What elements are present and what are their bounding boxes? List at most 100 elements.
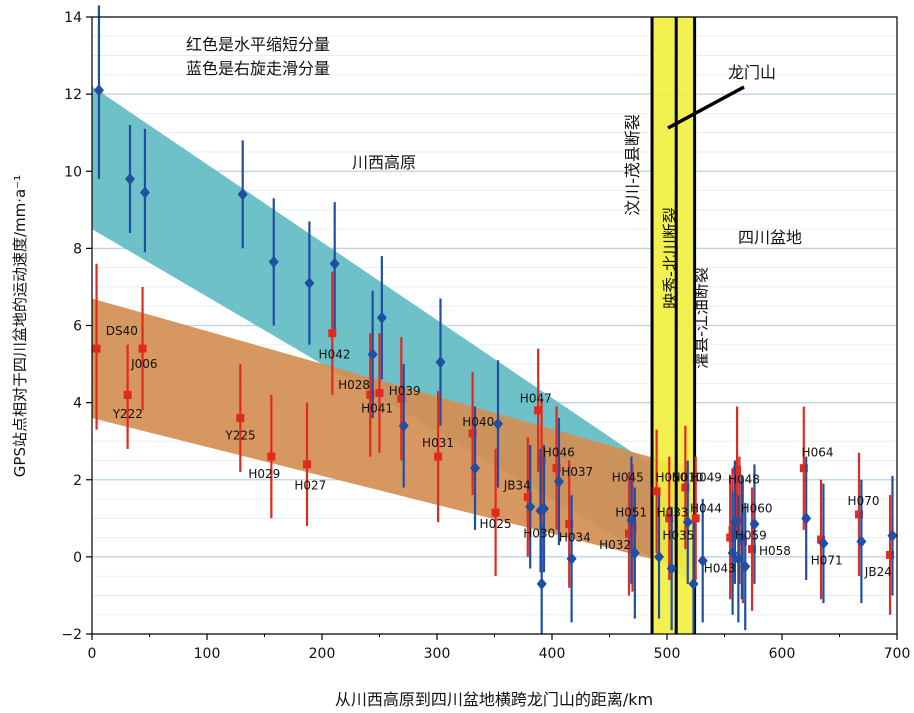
red-point [491,508,500,517]
station-label: H043 [704,561,736,575]
blue-point [493,417,503,430]
blue-point [329,257,340,270]
y-tick-label: 14 [64,10,82,26]
station-label: H058 [759,544,791,558]
red-point [92,344,101,353]
station-label: JB34 [503,478,531,492]
red-point [534,406,543,415]
station-label: H050 [656,471,688,485]
red-point [665,514,674,523]
station-label: H048 [728,473,760,487]
red-point [138,344,147,353]
blue-point [553,475,564,488]
station-label: H064 [802,446,834,460]
red-point [855,510,863,519]
x-tick-label: 700 [884,646,911,662]
blue-point [93,84,104,97]
legend-blue-text: 蓝色是右旋走滑分量 [186,59,330,78]
red-point [303,460,311,469]
station-label: H032 [599,538,631,552]
blue-point [268,255,279,268]
station-label: H044 [690,502,722,516]
red-point [123,390,132,399]
y-tick-label: −2 [61,627,82,643]
red-point [799,464,808,473]
station-labels: DS40 J006 Y222 Y225 H029 H027 H042 H028 H041 H039… [106,324,892,579]
station-label: H028 [338,378,370,392]
red-point [267,452,276,461]
blue-point [629,547,640,560]
blue-point [304,277,315,290]
station-label: H034 [559,530,591,544]
blue-point [856,535,867,548]
blue-point [139,186,150,199]
red-point [817,535,826,544]
blue-point [688,577,699,590]
region-label-basin: 四川盆地 [738,228,802,247]
blue-point [376,311,387,324]
blue-point [749,518,760,531]
red-point [748,545,757,554]
red-point [733,466,742,475]
station-label: H046 [543,446,575,460]
blue-point [697,554,708,567]
station-label: H047 [520,392,552,406]
red-point [375,388,384,397]
y-tick-label: 6 [73,319,82,335]
blue-point [818,537,829,550]
station-label: H051 [615,505,647,519]
region-label-plateau: 川西高原 [352,153,416,172]
blue-point [887,529,898,542]
y-tick-label: 4 [73,396,82,412]
y-tick-label: 12 [64,87,82,103]
red-point [366,390,375,399]
fault-label-wenchuan-maoxian: 汶川-茂县断裂 [623,114,642,216]
axes: 0 100 200 300 400 500 600 700 −2 0 2 4 6 8 10 12 14 [61,10,910,662]
station-label: H045 [612,471,644,485]
blue-point [367,348,378,361]
station-label: H030 [523,527,555,541]
x-tick-label: 0 [88,646,97,662]
station-label: Y225 [224,428,255,442]
x-tick-label: 600 [769,646,796,662]
blue-point [470,462,480,475]
blue-point [125,172,135,185]
station-label: Y222 [112,407,143,421]
blue-point [740,560,751,573]
red-point [434,452,443,461]
station-label: H059 [735,529,767,543]
station-label: H033 [657,505,689,519]
station-label: H029 [248,467,280,481]
station-label: H042 [319,347,351,361]
red-point [468,429,477,438]
station-label: H070 [848,494,880,508]
y-tick-label: 10 [64,164,82,180]
longmenshan-pointer [667,85,745,130]
x-axis-title: 从川西高原到四川盆地横跨龙门山的距离/km [335,690,653,709]
red-point [886,550,895,559]
x-tick-label: 100 [194,646,221,662]
blue-point [654,550,664,563]
station-label: H060 [741,502,773,516]
red-point [328,329,337,338]
red-point [625,529,633,538]
station-label: H037 [561,465,593,479]
station-label: JB24 [864,565,892,579]
blue-point [539,502,549,515]
station-label: H039 [389,384,421,398]
y-tick-label: 8 [73,241,82,257]
station-label: H041 [361,401,393,415]
station-label: H071 [811,554,843,568]
blue-point [536,577,547,590]
station-label: H010 [672,471,704,485]
fault-label-guanxian-jiangyou: 灌县-江油断裂 [692,267,711,369]
blue-point [525,500,536,513]
red-point [681,483,690,492]
x-tick-label: 200 [309,646,336,662]
red-point [726,533,735,542]
red-point [236,414,245,423]
station-label: H035 [662,529,694,543]
red-point [523,493,532,502]
x-tick-label: 400 [539,646,566,662]
